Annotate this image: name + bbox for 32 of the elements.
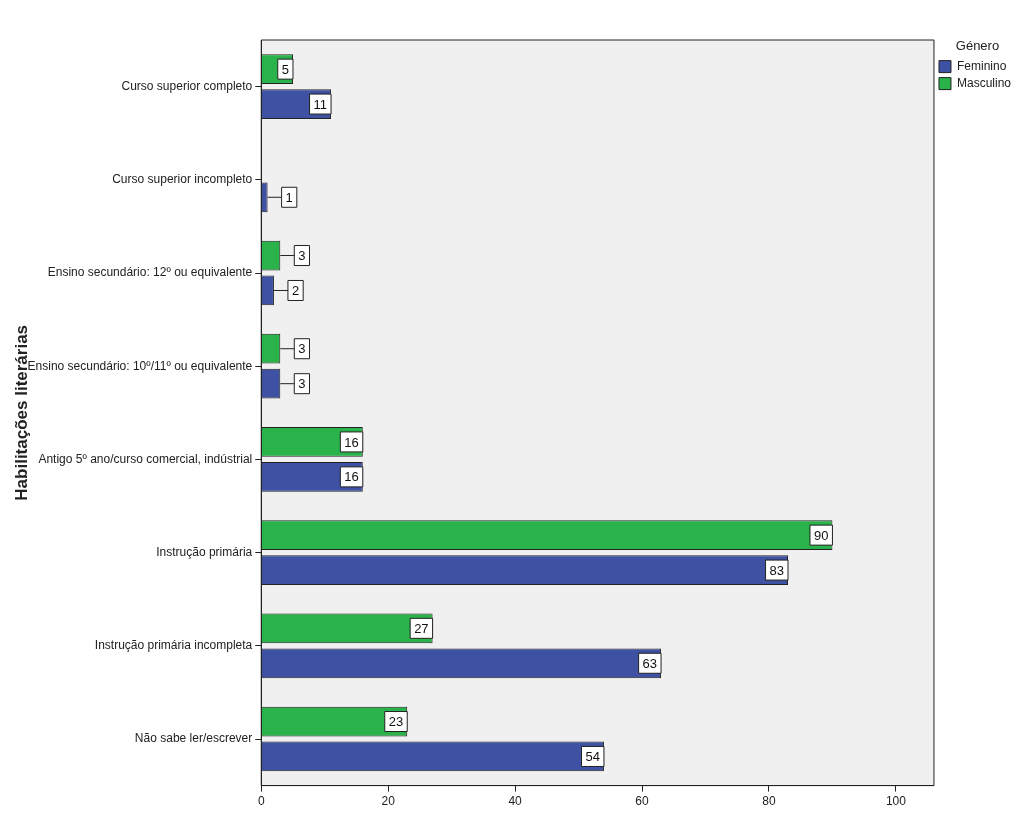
data-label: 54 — [585, 749, 600, 765]
data-label: 2 — [291, 283, 300, 299]
data-label: 1 — [285, 189, 293, 205]
legend-label: Feminino — [956, 58, 1007, 73]
x-tick-label: 40 — [508, 794, 523, 809]
x-tick-label: 0 — [257, 794, 265, 809]
data-label: 3 — [298, 341, 306, 357]
x-tick-label: 60 — [635, 794, 650, 809]
data-label: 11 — [313, 96, 328, 112]
x-tick-label: 20 — [381, 794, 396, 809]
legend-label: Masculino — [956, 75, 1012, 90]
data-label: 27 — [414, 620, 429, 636]
y-tick-label: Instrução primária incompleta — [94, 638, 253, 653]
x-tick-label: 80 — [762, 794, 776, 809]
y-tick-label: Não sabe ler/escrever — [134, 731, 253, 746]
data-label: 83 — [769, 562, 785, 578]
data-label: 90 — [813, 527, 829, 543]
data-label: 3 — [298, 376, 306, 392]
data-label: 3 — [298, 248, 306, 264]
x-tick-label: 100 — [885, 794, 907, 809]
data-label: 16 — [344, 469, 359, 485]
y-tick-label: Curso superior incompleto — [112, 172, 253, 187]
y-tick-label: Ensino secundário: 10º/11º ou equivalente — [27, 358, 253, 373]
y-tick-label: Instrução primária — [156, 544, 253, 559]
data-label: 5 — [281, 61, 289, 77]
legend-title: Género — [955, 38, 1000, 54]
data-label: 16 — [344, 434, 359, 450]
data-label: 63 — [642, 655, 658, 671]
y-tick-label: Antigo 5º ano/curso comercial, indústrial — [38, 451, 253, 466]
y-tick-label: Curso superior completo — [121, 78, 253, 93]
data-label: 23 — [388, 714, 404, 730]
y-tick-label: Ensino secundário: 12º ou equivalente — [47, 265, 253, 280]
